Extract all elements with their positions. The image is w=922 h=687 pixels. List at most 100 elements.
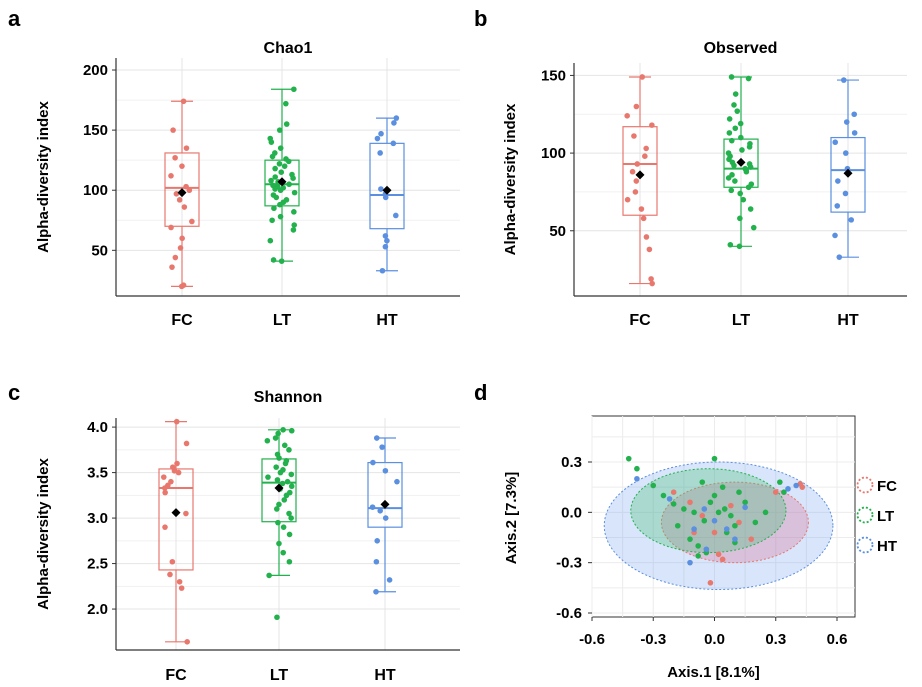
y-tick-label: 50 — [91, 242, 108, 259]
panel-title: Shannon — [254, 389, 322, 406]
category-label-LT: LT — [270, 667, 289, 684]
y-tick-label: 200 — [83, 62, 108, 79]
data-point — [183, 510, 189, 517]
y-tick-label: 50 — [549, 223, 566, 240]
data-point — [728, 137, 735, 144]
y-axis-label: Alpha-diversity index — [502, 103, 519, 255]
data-point — [642, 153, 648, 159]
data-point — [272, 174, 279, 180]
data-point — [265, 474, 271, 480]
data-point — [840, 77, 847, 83]
data-point — [726, 116, 733, 122]
data-point — [643, 145, 649, 152]
data-point — [373, 588, 379, 595]
data-point — [288, 427, 295, 434]
data-point — [732, 178, 738, 184]
scatter-point-LT — [650, 482, 657, 489]
panel-b: b 50 100 150 Observed Alpha-diversity index FC… — [474, 6, 907, 329]
data-point — [373, 558, 380, 565]
data-point — [745, 75, 752, 82]
y-tick-label: 4.0 — [87, 419, 108, 436]
category-label-FC: FC — [165, 667, 187, 684]
data-point — [382, 467, 389, 474]
data-point — [173, 418, 180, 425]
data-point — [272, 165, 278, 172]
data-point — [392, 212, 399, 219]
scatter-point-HT — [703, 546, 710, 553]
data-point — [272, 150, 278, 156]
data-point — [737, 120, 744, 127]
data-point — [633, 178, 640, 184]
data-point — [278, 258, 285, 264]
data-point — [286, 489, 293, 496]
data-point — [168, 478, 174, 485]
data-point — [646, 246, 653, 253]
y-tick-label: -0.3 — [556, 555, 582, 572]
data-point — [270, 192, 277, 198]
data-point — [269, 217, 275, 224]
data-point — [183, 183, 189, 190]
panel-c: c 2.0 2.5 3.0 3.5 4.0 Shannon Alpha-diversity i… — [8, 380, 460, 684]
scatter-point-FC — [719, 556, 726, 563]
panel-title: Chao1 — [264, 40, 313, 57]
data-point — [836, 254, 843, 260]
data-point — [384, 237, 390, 244]
data-point — [391, 120, 397, 126]
data-point — [290, 227, 297, 233]
scatter-point-FC — [687, 499, 693, 506]
scatter-point-HT — [666, 496, 673, 502]
data-point — [390, 140, 397, 147]
data-point — [267, 135, 274, 142]
plot-frame — [591, 415, 856, 618]
data-point — [624, 113, 630, 119]
data-point — [369, 504, 376, 510]
scatter-point-HT — [701, 506, 708, 512]
data-point — [168, 224, 174, 231]
scatter-point-HT — [723, 526, 730, 532]
data-point — [736, 243, 743, 250]
scatter-point-HT — [732, 536, 738, 542]
scatter-point-LT — [660, 492, 667, 499]
scatter-point-LT — [736, 489, 742, 496]
data-point — [377, 150, 383, 156]
data-point — [186, 187, 193, 194]
data-point — [283, 457, 290, 464]
data-point — [742, 165, 748, 172]
scatter-point-FC — [715, 551, 722, 558]
data-point — [738, 134, 744, 141]
data-point — [170, 464, 176, 470]
box-group-HT — [367, 435, 403, 595]
panel-d: d -0.6 -0.3 0.0 0.3 0.6 -0.6 -0.3 0.0 0.3 Axis.1 [… — [474, 380, 897, 681]
mean-marker — [843, 168, 853, 178]
data-point — [271, 205, 277, 212]
data-point — [370, 459, 376, 466]
legend-label-FC: FC — [877, 478, 897, 495]
data-point — [851, 130, 858, 136]
data-point — [281, 497, 288, 503]
data-point — [160, 474, 167, 480]
data-point — [281, 163, 288, 169]
data-point — [278, 169, 285, 175]
data-point — [727, 241, 734, 248]
data-point — [728, 74, 735, 80]
data-point — [747, 140, 753, 147]
data-point — [737, 215, 743, 222]
data-point — [180, 282, 187, 288]
scatter-point-LT — [695, 543, 701, 549]
data-point — [167, 571, 173, 578]
y-axis-label: Axis.2 [7.3%] — [503, 472, 520, 565]
data-point — [638, 206, 645, 212]
data-point — [175, 469, 182, 476]
data-point — [624, 196, 631, 203]
data-point — [268, 177, 274, 184]
data-point — [739, 147, 745, 153]
y-tick-label: 150 — [83, 122, 108, 139]
panel-letter-c: c — [8, 380, 20, 405]
scatter-point-LT — [687, 536, 693, 542]
data-point — [273, 464, 279, 470]
y-tick-label: 100 — [83, 182, 108, 199]
legend-key-LT — [856, 506, 874, 524]
data-point — [184, 639, 190, 645]
data-point — [169, 558, 176, 565]
mean-marker — [635, 170, 645, 180]
